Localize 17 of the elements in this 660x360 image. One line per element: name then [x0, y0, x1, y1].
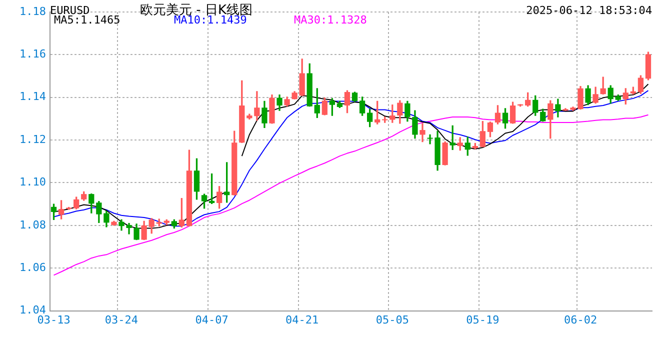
y-tick-label: 1.18	[20, 4, 46, 18]
y-tick-label: 1.12	[20, 132, 46, 146]
x-tick-label: 05-05	[376, 313, 409, 326]
y-tick-label: 1.08	[20, 218, 46, 232]
text: MA30:1.1328	[294, 13, 367, 26]
x-tick-label: 05-19	[466, 313, 500, 326]
candlestick	[420, 123, 426, 142]
x-tick-label: 06-02	[564, 313, 598, 326]
x-tick-label: 03-24	[104, 313, 138, 326]
y-tick-label: 1.06	[20, 260, 46, 274]
y-tick-label: 1.10	[20, 176, 46, 189]
y-tick-label: 1.14	[20, 90, 46, 104]
x-tick-label: 04-07	[195, 313, 228, 326]
x-tick-label: 03-13	[37, 313, 70, 326]
annotation: 2025-06-12 18:53:04	[526, 4, 652, 17]
y-tick-label: 1.16	[20, 48, 46, 61]
x-tick-label: 04-21	[286, 313, 319, 326]
